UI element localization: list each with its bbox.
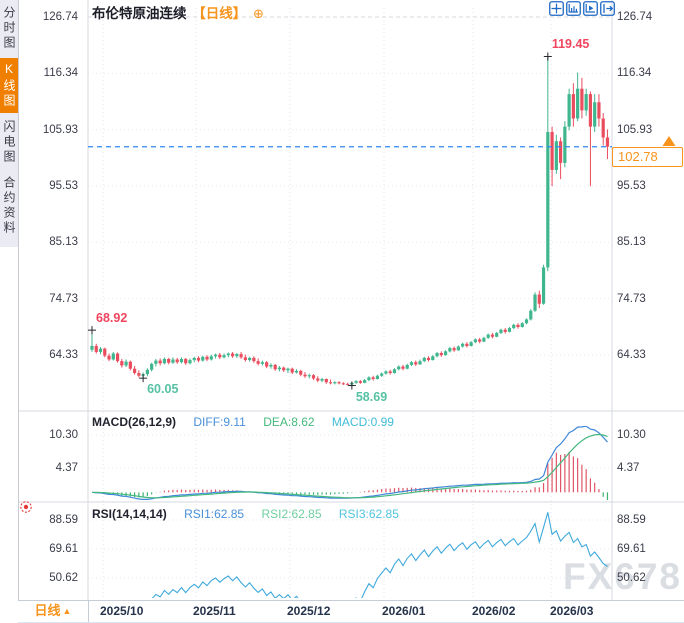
symbol-name: 布伦特原油连续 bbox=[92, 6, 187, 21]
price-up-arrow bbox=[662, 136, 676, 146]
x-axis-date: 2025/10 bbox=[100, 604, 144, 618]
sidebar-item-contract-info[interactable]: 合约资料 bbox=[2, 176, 16, 236]
indicator-alert-icon[interactable] bbox=[19, 500, 33, 519]
x-axis-date: 2025/12 bbox=[287, 604, 331, 618]
period-tag: 【日线】 bbox=[192, 6, 247, 21]
x-axis-date: 2026/01 bbox=[382, 604, 426, 618]
crosshair-tool-icon[interactable] bbox=[549, 1, 564, 16]
macd-title[interactable]: MACD(26,12,9) bbox=[92, 415, 177, 429]
sidebar: 分时图 K线图 闪电图 合约资料 bbox=[0, 0, 19, 600]
bottom-bar: 日线 ▲ 2025/10 2025/11 2025/12 2026/01 2026… bbox=[18, 600, 684, 623]
pan-right-icon[interactable] bbox=[600, 1, 615, 16]
rsi1-value: RSI1:62.85 bbox=[184, 507, 245, 521]
playback-icon[interactable] bbox=[583, 1, 598, 16]
macd-macd-value: MACD:0.99 bbox=[331, 415, 394, 429]
rsi-header: RSI(14,14,14) RSI1:62.85 RSI2:62.85 RSI3… bbox=[92, 507, 399, 521]
x-axis-date: 2025/11 bbox=[193, 604, 236, 618]
sidebar-item-lightning-chart[interactable]: 闪电图 bbox=[2, 120, 16, 165]
macd-header: MACD(26,12,9) DIFF:9.11 DEA:8.62 MACD:0.… bbox=[92, 415, 394, 429]
x-axis-date: 2026/02 bbox=[472, 604, 516, 618]
sidebar-tabs: 分时图 K线图 闪电图 合约资料 bbox=[0, 0, 18, 247]
macd-series bbox=[91, 426, 609, 500]
chart-toolbar bbox=[549, 1, 615, 16]
zoom-in-icon[interactable]: ⊕ bbox=[253, 6, 264, 21]
watermark: FX678 bbox=[562, 556, 682, 597]
sidebar-item-kline-chart[interactable]: K线图 bbox=[0, 58, 18, 113]
rsi-title[interactable]: RSI(14,14,14) bbox=[92, 507, 167, 521]
sidebar-item-time-chart[interactable]: 分时图 bbox=[2, 6, 16, 51]
rsi2-value: RSI2:62.85 bbox=[261, 507, 322, 521]
axis-scale-icon[interactable] bbox=[566, 1, 581, 16]
macd-dea-value: DEA:8.62 bbox=[263, 415, 315, 429]
current-price-badge: 102.78 bbox=[612, 147, 683, 167]
rsi-series bbox=[151, 512, 608, 598]
candlestick-series bbox=[90, 56, 610, 386]
rsi3-value: RSI3:62.85 bbox=[338, 507, 399, 521]
x-axis-date: 2026/03 bbox=[550, 604, 594, 618]
chart-title-row: 布伦特原油连续 【日线】 ⊕ bbox=[92, 2, 264, 22]
period-selector[interactable]: 日线 ▲ bbox=[18, 601, 89, 622]
period-label: 日线 bbox=[34, 603, 61, 618]
macd-diff-value: DIFF:9.11 bbox=[193, 415, 246, 429]
caret-up-icon: ▲ bbox=[62, 606, 72, 616]
